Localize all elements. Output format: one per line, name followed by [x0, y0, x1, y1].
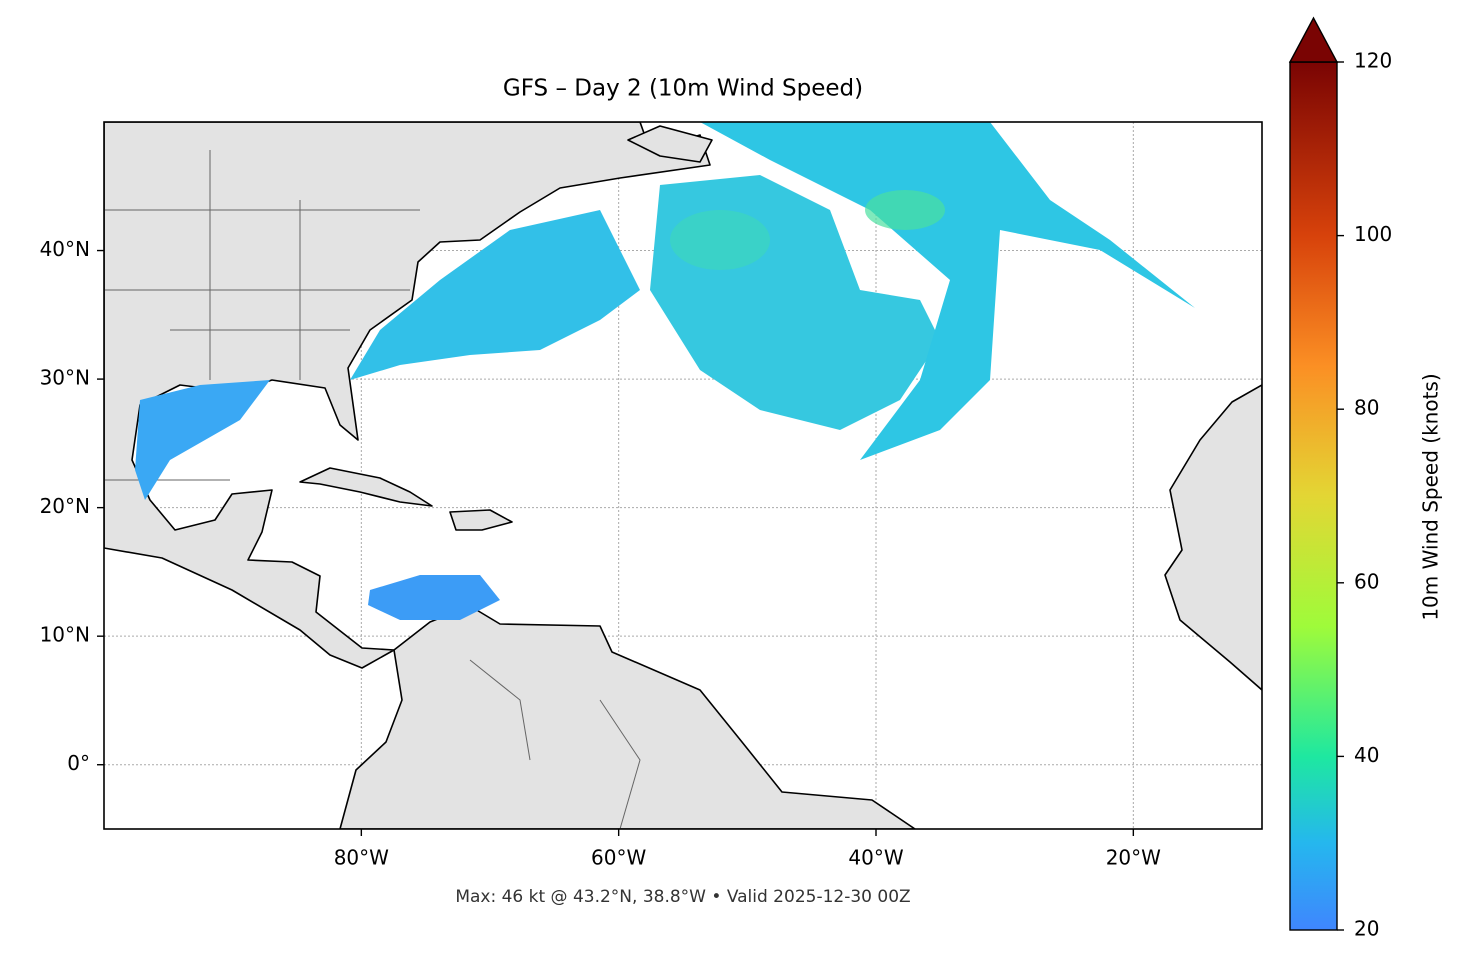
wind-peak: [865, 190, 945, 230]
colorbar-tick-label: 40: [1354, 743, 1379, 767]
land-africa: [1164, 384, 1262, 691]
colorbar-extend: [1288, 16, 1339, 63]
chart-title: GFS – Day 2 (10m Wind Speed): [503, 76, 863, 102]
y-tick-label: 30°N: [40, 366, 90, 390]
y-tick-label: 20°N: [40, 494, 90, 518]
wind-field: [368, 575, 500, 620]
wind-field: [135, 380, 270, 500]
y-tick-label: 10°N: [40, 623, 90, 647]
wind-field: [700, 122, 1195, 460]
colorbar-label: 10m Wind Speed (knots): [1419, 373, 1443, 620]
land-cuba: [299, 467, 433, 507]
borders: [104, 150, 641, 829]
map: [104, 122, 1262, 829]
colorbar-tick-label: 120: [1354, 49, 1392, 73]
x-tick-label: 80°W: [334, 846, 389, 870]
x-tick-label: 60°W: [591, 846, 646, 870]
land-south-america: [339, 605, 916, 829]
y-tick-label: 40°N: [40, 237, 90, 261]
y-tick-label: 0°: [67, 751, 90, 775]
footer-note: Max: 46 kt @ 43.2°N, 38.8°W • Valid 2025…: [455, 887, 910, 907]
x-tick-label: 40°W: [848, 846, 903, 870]
colorbar-tick-label: 60: [1354, 569, 1379, 593]
land-newfoundland: [627, 125, 713, 163]
wind-peak: [670, 210, 770, 270]
colorbar-tick-label: 20: [1354, 917, 1379, 941]
colorbar-tick-label: 100: [1354, 222, 1392, 246]
colorbar-tick-label: 80: [1354, 396, 1379, 420]
wind-field: [350, 210, 640, 380]
colorbar: [1289, 61, 1338, 931]
land-hispaniola: [449, 509, 513, 531]
map-frame: [103, 121, 1263, 830]
x-tick-label: 20°W: [1106, 846, 1161, 870]
